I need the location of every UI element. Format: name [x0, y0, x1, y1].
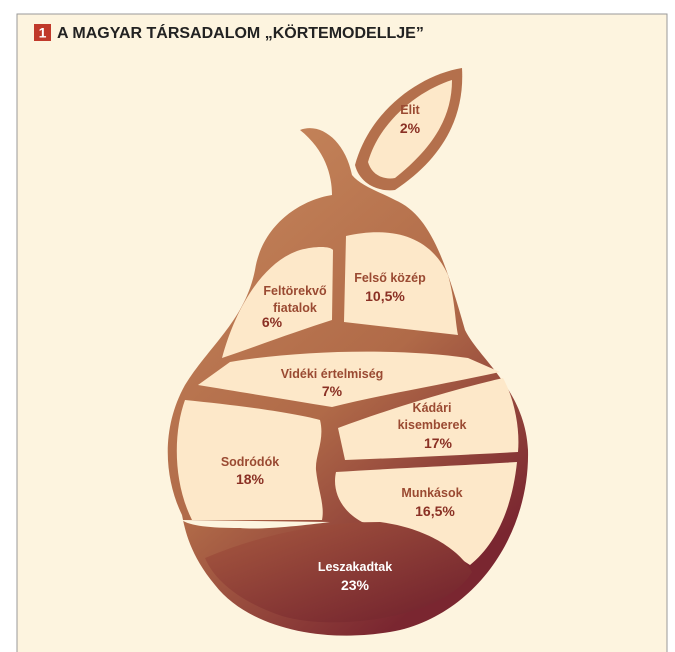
share: 23%: [341, 577, 370, 593]
share: 10,5%: [365, 288, 405, 304]
label: Munkások: [401, 486, 462, 500]
label-line: Kádári: [413, 401, 452, 415]
label: Kádári kisemberek: [398, 401, 467, 432]
label-line: fiatalok: [273, 301, 317, 315]
number-badge: [34, 24, 51, 41]
segment-feltorekvo: [222, 247, 333, 358]
share: 18%: [236, 471, 265, 487]
title: A MAGYAR TÁRSADALOM „KÖRTEMODELLJE”: [57, 23, 424, 42]
share: 17%: [424, 435, 453, 451]
label: Elit: [400, 103, 420, 117]
number: 1: [39, 25, 47, 41]
segment-felso-kozep: [344, 232, 458, 335]
share: 2%: [400, 120, 421, 136]
segment-elit: [368, 80, 452, 179]
share: 16,5%: [415, 503, 455, 519]
share: 6%: [262, 314, 283, 330]
segment-leszakadtak: [205, 522, 472, 623]
segment-sodrodok: [176, 400, 323, 520]
label: Feltörekvő fiatalok: [263, 284, 327, 315]
label-line: Feltörekvő: [263, 284, 327, 298]
segment-kadari: [338, 378, 519, 460]
label: Sodródók: [221, 455, 279, 469]
share: 7%: [322, 383, 343, 399]
label: Felső közép: [354, 271, 426, 285]
label-line: kisemberek: [398, 418, 467, 432]
label: Vidéki értelmiség: [281, 367, 384, 381]
gap: [182, 520, 330, 529]
segment-videki: [198, 351, 500, 407]
label: Leszakadtak: [318, 560, 392, 574]
segment-munkasok: [335, 462, 517, 565]
